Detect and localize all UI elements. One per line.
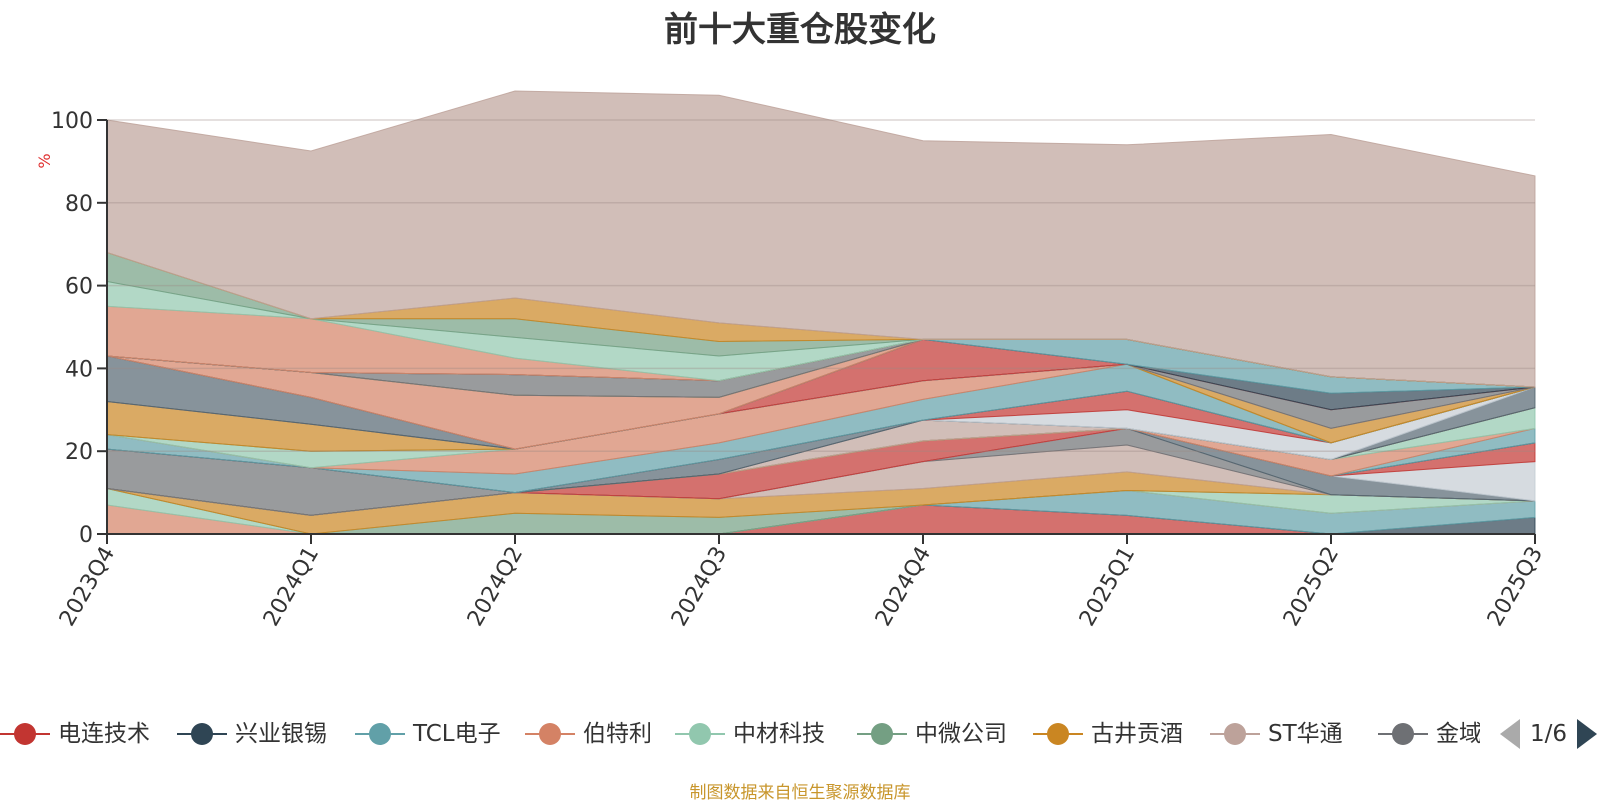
y-tick-label: 0 bbox=[79, 523, 93, 548]
legend-next-page-icon[interactable] bbox=[1577, 719, 1598, 749]
x-tick-label: 2023Q4 bbox=[55, 543, 120, 631]
legend-label: ST华通 bbox=[1268, 721, 1343, 747]
x-tick-label: 2025Q3 bbox=[1483, 543, 1548, 631]
x-tick-label: 2025Q1 bbox=[1075, 543, 1140, 631]
legend-label: 兴业银锡 bbox=[235, 721, 327, 747]
legend-item[interactable]: 中微公司 bbox=[857, 716, 1007, 752]
x-tick-label: 2024Q4 bbox=[871, 543, 936, 631]
legend-item[interactable]: 伯特利 bbox=[525, 716, 652, 752]
x-tick-label: 2024Q1 bbox=[259, 543, 324, 631]
legend-marker-icon bbox=[857, 723, 907, 745]
legend-item[interactable]: 兴业银锡 bbox=[177, 716, 327, 752]
x-tick-label: 2024Q3 bbox=[667, 543, 732, 631]
legend-label: 电连技术 bbox=[58, 721, 150, 747]
grid-layer bbox=[107, 119, 1535, 452]
legend-item[interactable]: 电连技术 bbox=[0, 716, 150, 752]
y-axis-unit-label: % bbox=[35, 153, 54, 168]
legend-marker-icon bbox=[675, 723, 725, 745]
legend-label: 中微公司 bbox=[915, 721, 1007, 747]
legend-marker-icon bbox=[355, 723, 405, 745]
legend-pager: 1/6 bbox=[1500, 716, 1598, 752]
legend-item[interactable]: 金域医学 bbox=[1378, 716, 1480, 752]
legend-marker-icon bbox=[1210, 723, 1260, 745]
legend-marker-icon bbox=[177, 723, 227, 745]
x-tick-label: 2025Q2 bbox=[1279, 543, 1344, 631]
chart-title: 前十大重仓股变化 bbox=[664, 10, 936, 50]
legend-item[interactable]: TCL电子 bbox=[355, 716, 501, 752]
legend-item[interactable]: 中材科技 bbox=[675, 716, 825, 752]
legend-item[interactable]: ST华通 bbox=[1210, 716, 1343, 752]
area-series-52[interactable] bbox=[106, 90, 1536, 388]
legend-marker-icon bbox=[525, 723, 575, 745]
legend-label: 金域医学 bbox=[1436, 721, 1480, 747]
x-tick-label: 2024Q2 bbox=[463, 543, 528, 631]
legend-item[interactable]: 古井贡酒 bbox=[1033, 716, 1183, 752]
legend-marker-icon bbox=[1378, 723, 1428, 745]
y-tick-label: 80 bbox=[65, 192, 93, 217]
legend-marker-icon bbox=[0, 723, 50, 745]
data-source-note: 制图数据来自恒生聚源数据库 bbox=[689, 783, 911, 803]
legend: 电连技术 兴业银锡 TCL电子 伯特利 中材科技 中微公司 古井贡酒 ST华通 金域医学 bbox=[0, 716, 1480, 752]
y-tick-label: 20 bbox=[65, 440, 93, 465]
legend-label: 中材科技 bbox=[733, 721, 825, 747]
y-tick-label: 100 bbox=[51, 109, 93, 134]
legend-label: 古井贡酒 bbox=[1091, 721, 1183, 747]
legend-label: 伯特利 bbox=[583, 721, 652, 747]
y-tick-label: 60 bbox=[65, 275, 93, 300]
legend-page-indicator: 1/6 bbox=[1530, 721, 1568, 747]
legend-marker-icon bbox=[1033, 723, 1083, 745]
area-layer bbox=[106, 90, 1536, 535]
y-tick-label: 40 bbox=[65, 357, 93, 382]
legend-label: TCL电子 bbox=[413, 721, 501, 747]
legend-prev-page-icon[interactable] bbox=[1500, 719, 1520, 749]
